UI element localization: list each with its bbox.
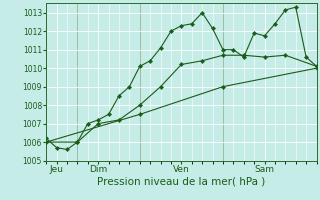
X-axis label: Pression niveau de la mer( hPa ): Pression niveau de la mer( hPa ) [97, 177, 266, 187]
